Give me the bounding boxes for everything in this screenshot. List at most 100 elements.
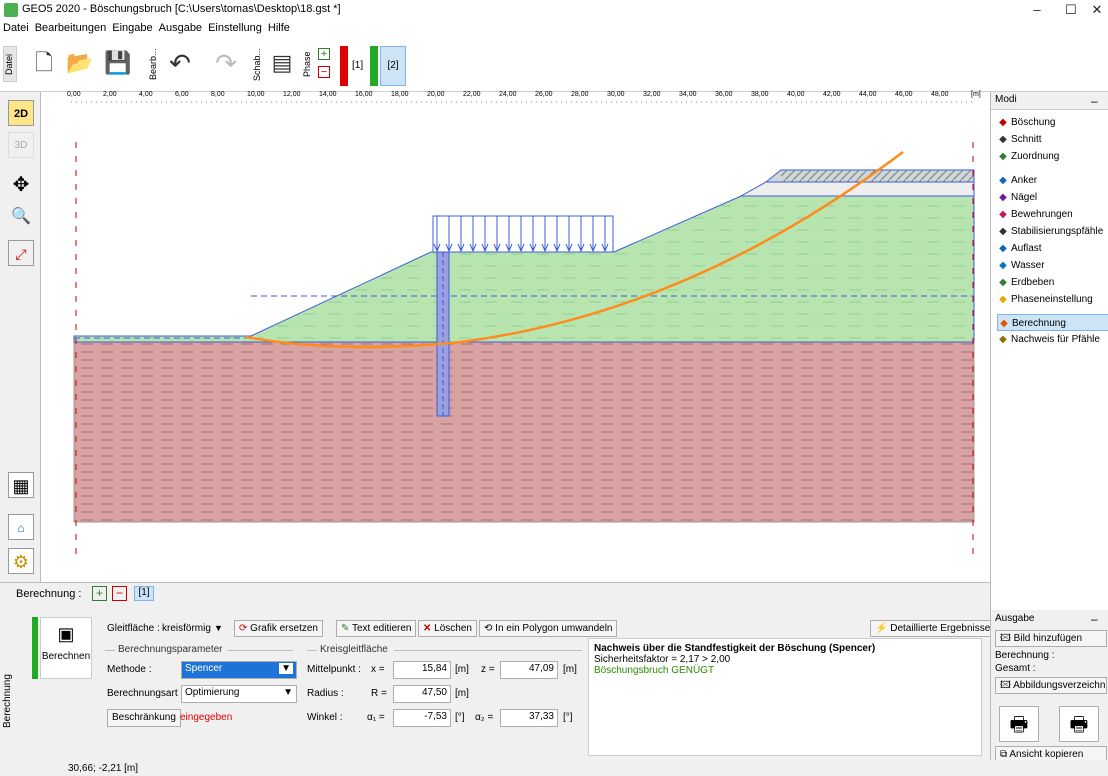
calculation-stage-tab[interactable]: [1] (134, 586, 154, 601)
mode-item-bewehrungen[interactable]: ◆ Bewehrungen (997, 206, 1108, 223)
mode-item-stabilisierungspfähle[interactable]: ◆ Stabilisierungspfähle (997, 223, 1108, 240)
methode-select[interactable]: Spencer ▼ (181, 661, 297, 679)
text-editieren-button[interactable]: ✎ Text editieren (336, 620, 417, 637)
new-file-icon[interactable]: 🗋 (35, 50, 53, 75)
bild-hinzufuegen-button[interactable]: 🖾 Bild hinzufügen (995, 630, 1107, 647)
winkel-label: Winkel : (307, 712, 343, 723)
menu-bearbeitungen[interactable]: Bearbeitungen (34, 22, 107, 34)
cursor-coordinates: 30,66; -2,21 [m] (68, 763, 139, 774)
mode-item-böschung[interactable]: ◆ Böschung (997, 114, 1108, 131)
grafik-ersetzen-button[interactable]: ⟳ Grafik ersetzen (234, 620, 323, 637)
schab-group-label[interactable]: Schab... (252, 47, 262, 81)
mode-item-erdbeben[interactable]: ◆ Erdbeben (997, 274, 1108, 291)
surcharge-arrow-head (457, 243, 465, 253)
fit-to-screen-icon[interactable]: ⤢ (8, 240, 34, 266)
modes-panel: Modi – ◆ Böschung ◆ Schnitt ◆ Zuordnung ◆ Anker… (990, 92, 1108, 610)
berechnung-side-tab[interactable]: Berechnung (2, 674, 13, 728)
mode-item-auflast[interactable]: ◆ Auflast (997, 240, 1108, 257)
pan-icon[interactable]: ✥ (12, 174, 30, 196)
slip-surface[interactable] (245, 151, 904, 349)
menu-datei[interactable]: Datei (3, 22, 29, 34)
mode-item-label: Zuordnung (1011, 151, 1060, 162)
alpha2-input[interactable]: 37,33 (500, 709, 558, 727)
loeschen-button[interactable]: ✕ Löschen (418, 620, 477, 637)
z-input[interactable]: 47,09 (500, 661, 558, 679)
mode-item-anker[interactable]: ◆ Anker (997, 172, 1108, 189)
mode-item-nachweis-für-pfähle[interactable]: ◆ Nachweis für Pfähle (997, 331, 1108, 348)
x-unit: [m] (455, 664, 469, 675)
text-editieren-label: Text editieren (352, 623, 412, 634)
ruler-tick-label: 4,00 (139, 91, 153, 98)
maximize-button[interactable]: ☐ (1065, 2, 1077, 17)
close-button[interactable]: ✕ (1091, 2, 1103, 17)
gleitflaeche-select[interactable]: kreisförmig (162, 623, 211, 634)
redo-icon[interactable]: ↷ (215, 48, 237, 78)
menu-eingabe[interactable]: Eingabe (112, 22, 153, 34)
print-icon[interactable]: 🖶 (999, 706, 1039, 742)
x-input[interactable]: 15,84 (393, 661, 451, 679)
polygon-label: In ein Polygon umwandeln (495, 623, 613, 634)
ruler-tick-label: 14,00 (319, 91, 337, 98)
phase-1-tab[interactable]: [1] (352, 60, 364, 71)
drawing-canvas[interactable]: 0,00 2,00 4,00 6,00 8,00 10,00 12,00 14,00 16,00… (40, 91, 990, 582)
mode-item-phaseneinstellung[interactable]: ◆ Phaseneinstellung (997, 291, 1108, 308)
berechnen-label: Berechnen (41, 651, 91, 662)
phase-2-tab[interactable]: [2] (380, 46, 406, 86)
ruler-tick-label: 16,00 (355, 91, 373, 98)
ruler-tick-label: 22,00 (463, 91, 481, 98)
ruler-tick-label: 42,00 (823, 91, 841, 98)
save-icon[interactable]: 💾 (104, 50, 132, 75)
copy-view-icon: ⧉ (1000, 749, 1008, 760)
detaillierte-ergebnisse-button[interactable]: ⚡ Detaillierte Ergebnisse (870, 620, 996, 637)
surcharge-arrow-head (469, 243, 477, 253)
kreis-divider-left (307, 650, 317, 651)
gesamt-label: Gesamt : (995, 663, 1036, 674)
menu-ausgabe[interactable]: Ausgabe (158, 22, 203, 34)
add-phase-icon[interactable]: + (318, 48, 330, 60)
mode-item-nägel[interactable]: ◆ Nägel (997, 189, 1108, 206)
undo-icon[interactable]: ↶ (169, 48, 191, 78)
alpha1-input[interactable]: -7,53 (393, 709, 451, 727)
mode-item-zuordnung[interactable]: ◆ Zuordnung (997, 148, 1108, 165)
mittelpunkt-label: Mittelpunkt : (307, 664, 361, 675)
abbildungsverzeichnis-button[interactable]: 🖾 Abbildungsverzeichnis (995, 677, 1107, 694)
convert-icon: ⟲ (484, 623, 493, 634)
mode-item-schnitt[interactable]: ◆ Schnitt (997, 131, 1108, 148)
ruler-tick-label: 36,00 (715, 91, 733, 98)
open-folder-icon[interactable]: 📂 (66, 50, 94, 75)
mode-item-berechnung[interactable]: ◆ Berechnung (997, 314, 1108, 331)
surcharge-arrow-head (505, 243, 513, 253)
datei-tab[interactable]: Datei (3, 46, 17, 82)
ruler-tick-label: 46,00 (895, 91, 913, 98)
methode-value: Spencer (185, 663, 223, 674)
mode-item-wasser[interactable]: ◆ Wasser (997, 257, 1108, 274)
print-pdf-icon[interactable]: 🖶 (1059, 706, 1099, 742)
remove-calculation-icon[interactable]: − (112, 586, 127, 601)
add-calculation-icon[interactable]: + (92, 586, 107, 601)
table-icon[interactable]: ▦ (8, 472, 34, 498)
mode-item-label: Nachweis für Pfähle (1011, 334, 1100, 345)
remove-phase-icon[interactable]: − (318, 66, 330, 78)
methode-label: Methode : (107, 664, 152, 675)
view-3d-button[interactable]: 3D (8, 132, 34, 158)
bearb-group-label[interactable]: Bearb... (148, 48, 158, 80)
pin-icon[interactable]: – (1091, 612, 1098, 626)
labels-icon[interactable]: ⌂ (8, 514, 34, 540)
chevron-down-icon[interactable]: ▼ (214, 623, 223, 633)
settings-gear-icon[interactable]: ⚙ (8, 548, 34, 574)
mode-item-label: Berechnung (1012, 318, 1066, 329)
berechnen-button[interactable]: ▣ Berechnen (40, 617, 92, 679)
view-2d-button[interactable]: 2D (8, 100, 34, 126)
pin-icon[interactable]: – (1091, 94, 1098, 108)
zoom-icon[interactable]: 🔍 (11, 208, 31, 225)
menu-einstellung[interactable]: Einstellung (208, 22, 262, 34)
surcharge-load[interactable] (432, 215, 614, 253)
menu-hilfe[interactable]: Hilfe (267, 22, 290, 34)
polygon-button[interactable]: ⟲ In ein Polygon umwandeln (479, 620, 618, 637)
mode-item-label: Stabilisierungspfähle (1011, 226, 1104, 237)
berechnungsart-select[interactable]: Optimierung ▼ (181, 685, 297, 703)
radius-input[interactable]: 47,50 (393, 685, 451, 703)
template-icon[interactable]: ▤ (271, 50, 293, 75)
beschraenkung-button[interactable]: Beschränkung (107, 709, 181, 727)
minimize-button[interactable]: – (1033, 2, 1041, 17)
